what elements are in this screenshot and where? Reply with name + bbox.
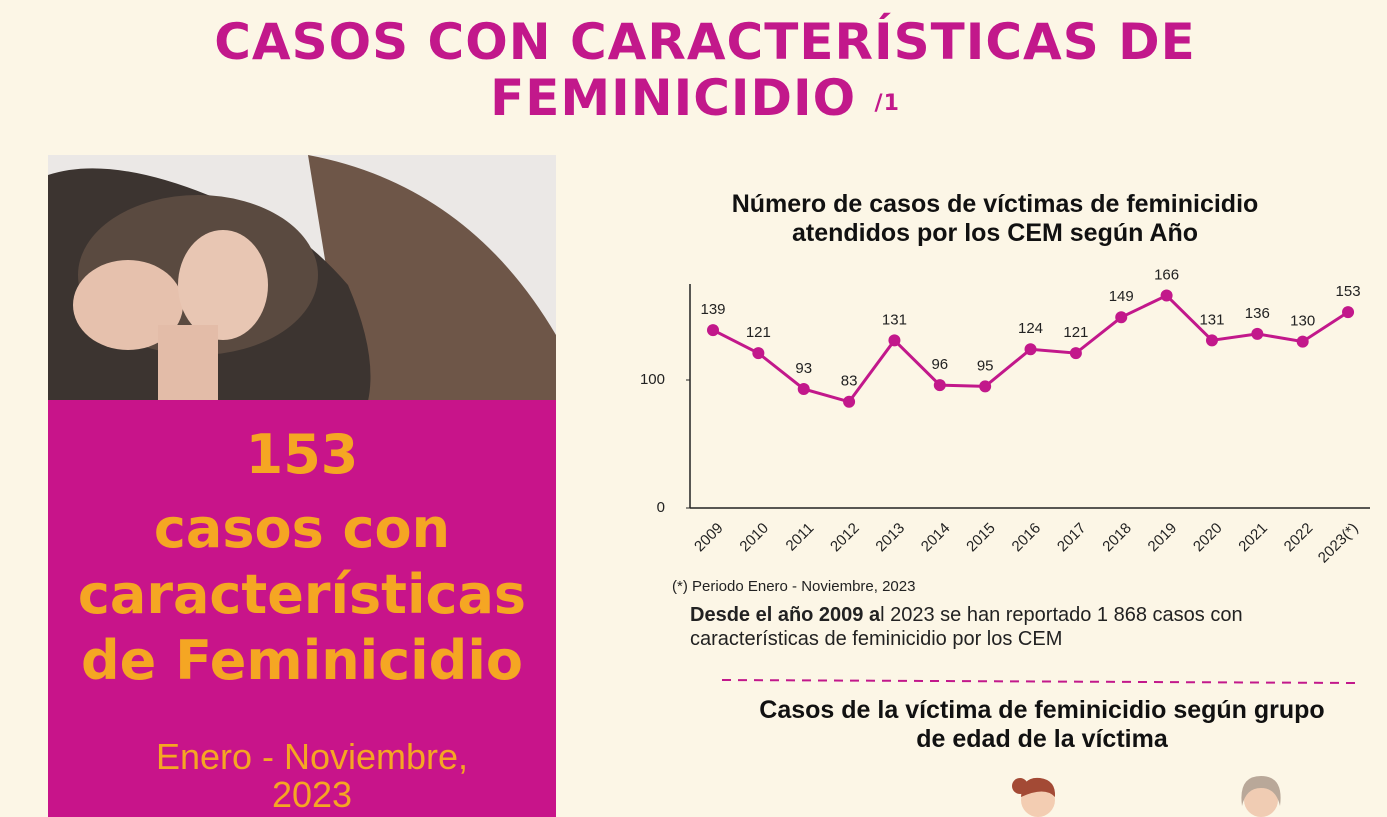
point bbox=[1115, 311, 1128, 324]
x-tick-label: 2018 bbox=[1099, 520, 1135, 556]
point bbox=[1205, 334, 1218, 347]
footnote-mark: /1 bbox=[874, 91, 900, 116]
main-title: CASOS CON CARACTERÍSTICAS DE bbox=[214, 13, 1196, 71]
chart-title: atendidos por los CEM según Año bbox=[791, 219, 1199, 247]
x-tick-label: 2013 bbox=[872, 520, 908, 556]
data-label: 136 bbox=[1245, 305, 1270, 322]
point bbox=[888, 334, 901, 347]
x-tick-label: 2023(*) bbox=[1315, 520, 1362, 567]
data-label: 153 bbox=[1336, 283, 1361, 300]
summary-bold: Desde el año 2009 a bbox=[690, 604, 881, 626]
data-label: 139 bbox=[700, 301, 725, 318]
summary-note: Desde el año 2009 al 2023 se han reporta… bbox=[690, 603, 1370, 651]
panel-text: casos con bbox=[153, 497, 451, 560]
point bbox=[707, 324, 719, 337]
summary-rest: l 2023 se han reportado 1 868 casos con … bbox=[690, 604, 1243, 650]
data-label: 124 bbox=[1018, 320, 1043, 337]
x-tick-label: 2019 bbox=[1145, 520, 1181, 556]
point bbox=[1160, 289, 1173, 302]
x-tick-label: 2020 bbox=[1190, 520, 1226, 556]
point bbox=[752, 347, 765, 360]
x-tick-label: 2011 bbox=[783, 520, 818, 555]
point bbox=[979, 380, 992, 393]
y-tick-label: 0 bbox=[657, 499, 665, 516]
point bbox=[1251, 327, 1264, 340]
main-title: FEMINICIDIO /1 bbox=[0, 70, 1387, 126]
summary-panel bbox=[48, 400, 556, 817]
x-tick-label: 2021 bbox=[1235, 520, 1271, 556]
point bbox=[933, 379, 946, 392]
icon-young bbox=[1012, 777, 1056, 817]
y-tick-label: 100 bbox=[640, 371, 665, 388]
data-label: 83 bbox=[841, 373, 858, 390]
panel-text: características bbox=[77, 563, 527, 626]
x-tick-label: 2016 bbox=[1009, 520, 1045, 556]
point bbox=[1069, 347, 1082, 360]
data-label: 149 bbox=[1109, 288, 1134, 305]
data-label: 166 bbox=[1154, 266, 1179, 283]
point bbox=[843, 395, 856, 408]
panel-period: Enero - Noviembre, bbox=[155, 736, 469, 777]
panel-number: 153 bbox=[245, 423, 359, 486]
x-tick-label: 2012 bbox=[827, 520, 863, 556]
main-title-line: FEMINICIDIO bbox=[490, 69, 857, 127]
x-tick-label: 2015 bbox=[963, 520, 999, 556]
section-title: Casos de la víctima de feminicidio según… bbox=[759, 696, 1325, 724]
data-label: 121 bbox=[1063, 324, 1088, 341]
panel-period: 2023 bbox=[271, 774, 353, 815]
point bbox=[1024, 343, 1037, 356]
divider bbox=[721, 679, 1359, 684]
data-label: 131 bbox=[1199, 311, 1224, 328]
icon-adult bbox=[1241, 776, 1281, 817]
point bbox=[797, 382, 810, 395]
photo bbox=[48, 155, 556, 401]
point bbox=[1296, 335, 1309, 348]
x-tick-label: 2009 bbox=[691, 520, 727, 556]
chart-title: Número de casos de víctimas de feminicid… bbox=[731, 190, 1259, 218]
point bbox=[1342, 306, 1355, 319]
x-tick-label: 2010 bbox=[736, 520, 772, 556]
x-tick-label: 2022 bbox=[1281, 520, 1317, 556]
data-label: 121 bbox=[746, 324, 771, 341]
x-tick-label: 2014 bbox=[918, 520, 954, 556]
data-label: 95 bbox=[977, 357, 994, 374]
section-title: de edad de la víctima bbox=[916, 725, 1168, 753]
panel-text: de Feminicidio bbox=[81, 629, 523, 692]
data-label: 93 bbox=[795, 360, 812, 377]
period-note: (*) Periodo Enero - Noviembre, 2023 bbox=[672, 578, 916, 595]
data-label: 130 bbox=[1290, 313, 1315, 330]
data-label: 131 bbox=[882, 311, 907, 328]
x-tick-label: 2017 bbox=[1054, 520, 1090, 556]
data-label: 96 bbox=[931, 356, 948, 373]
